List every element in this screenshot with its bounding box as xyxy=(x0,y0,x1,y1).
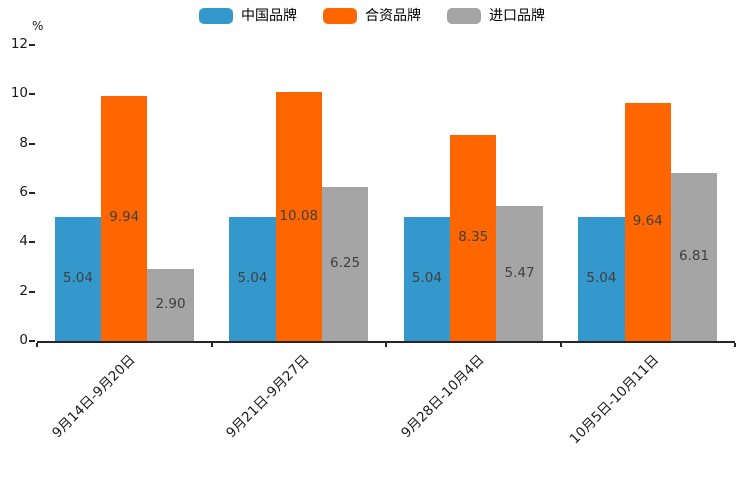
bar-import-brand-group4 xyxy=(670,173,718,341)
bar-jv-brand-group2 xyxy=(275,92,322,341)
x-axis-tick xyxy=(210,343,213,347)
y-axis-tick xyxy=(29,290,35,293)
chart-legend: 中国品牌 合资品牌 进口品牌 xyxy=(0,8,744,24)
x-axis-category-label: 9月21日-9月27日 xyxy=(223,351,313,442)
y-axis-tick-label: 8 xyxy=(19,134,28,151)
bar-china-brand-group4 xyxy=(578,216,625,341)
x-axis-category-label: 10月5日-10月11日 xyxy=(566,351,662,448)
y-axis-tick xyxy=(29,93,35,96)
y-axis-unit-label: % xyxy=(32,19,44,33)
bar-value-label: 5.04 xyxy=(586,269,617,286)
bar-import-brand-group3 xyxy=(496,206,543,341)
bar-value-label: 2.90 xyxy=(155,296,186,313)
legend-swatch-jv-brand xyxy=(323,8,357,24)
legend-item-china-brand: 中国品牌 xyxy=(199,8,297,24)
y-axis-tick xyxy=(29,142,35,145)
y-axis-tick-label: 6 xyxy=(19,184,28,200)
y-axis-tick xyxy=(29,192,35,194)
legend-label-jv-brand: 合资品牌 xyxy=(365,8,421,24)
y-axis-tick xyxy=(29,241,35,244)
bar-china-brand-group2 xyxy=(229,216,276,341)
bar-jv-brand-group3 xyxy=(450,135,497,341)
bar-import-brand-group1 xyxy=(147,269,194,341)
legend-swatch-import-brand xyxy=(447,8,481,24)
bar-china-brand-group1 xyxy=(54,216,102,341)
x-axis-tick xyxy=(385,343,387,347)
x-axis-category-label: 9月14日-9月20日 xyxy=(49,351,139,442)
legend-label-import-brand: 进口品牌 xyxy=(489,8,545,24)
bar-jv-brand-group4 xyxy=(624,103,671,341)
x-axis-tick xyxy=(36,343,38,347)
legend-label-china-brand: 中国品牌 xyxy=(241,8,297,24)
y-axis-tick xyxy=(29,340,35,342)
bar-value-label: 5.04 xyxy=(237,269,268,286)
legend-item-jv-brand: 合资品牌 xyxy=(323,8,421,24)
x-axis-tick xyxy=(734,343,736,347)
y-axis-tick xyxy=(29,44,35,46)
bar-value-label: 5.47 xyxy=(504,264,535,281)
bar-value-label: 5.04 xyxy=(62,269,93,286)
bar-value-label: 5.04 xyxy=(411,269,442,286)
bar-value-label: 8.35 xyxy=(458,229,489,246)
y-axis-tick-label: 4 xyxy=(19,233,28,250)
bar-value-label: 6.81 xyxy=(679,248,710,264)
bar-value-label: 10.08 xyxy=(279,207,319,224)
y-axis-tick-label: 10 xyxy=(10,85,28,102)
y-axis-tick-label: 2 xyxy=(19,282,28,299)
bar-jv-brand-group1 xyxy=(101,95,148,341)
legend-swatch-china-brand xyxy=(199,8,233,24)
y-axis-tick-label: 12 xyxy=(10,36,28,52)
bar-import-brand-group2 xyxy=(321,186,369,341)
x-axis-category-label: 9月28日-10月4日 xyxy=(398,351,488,442)
x-axis-line xyxy=(37,341,735,343)
x-axis-tick xyxy=(559,343,562,347)
bar-value-label: 6.25 xyxy=(330,254,361,271)
bar-china-brand-group3 xyxy=(403,216,451,341)
bar-value-label: 9.64 xyxy=(632,213,663,230)
y-axis-tick-label: 0 xyxy=(19,332,28,348)
legend-item-import-brand: 进口品牌 xyxy=(447,8,545,24)
bar-value-label: 9.94 xyxy=(109,209,140,226)
